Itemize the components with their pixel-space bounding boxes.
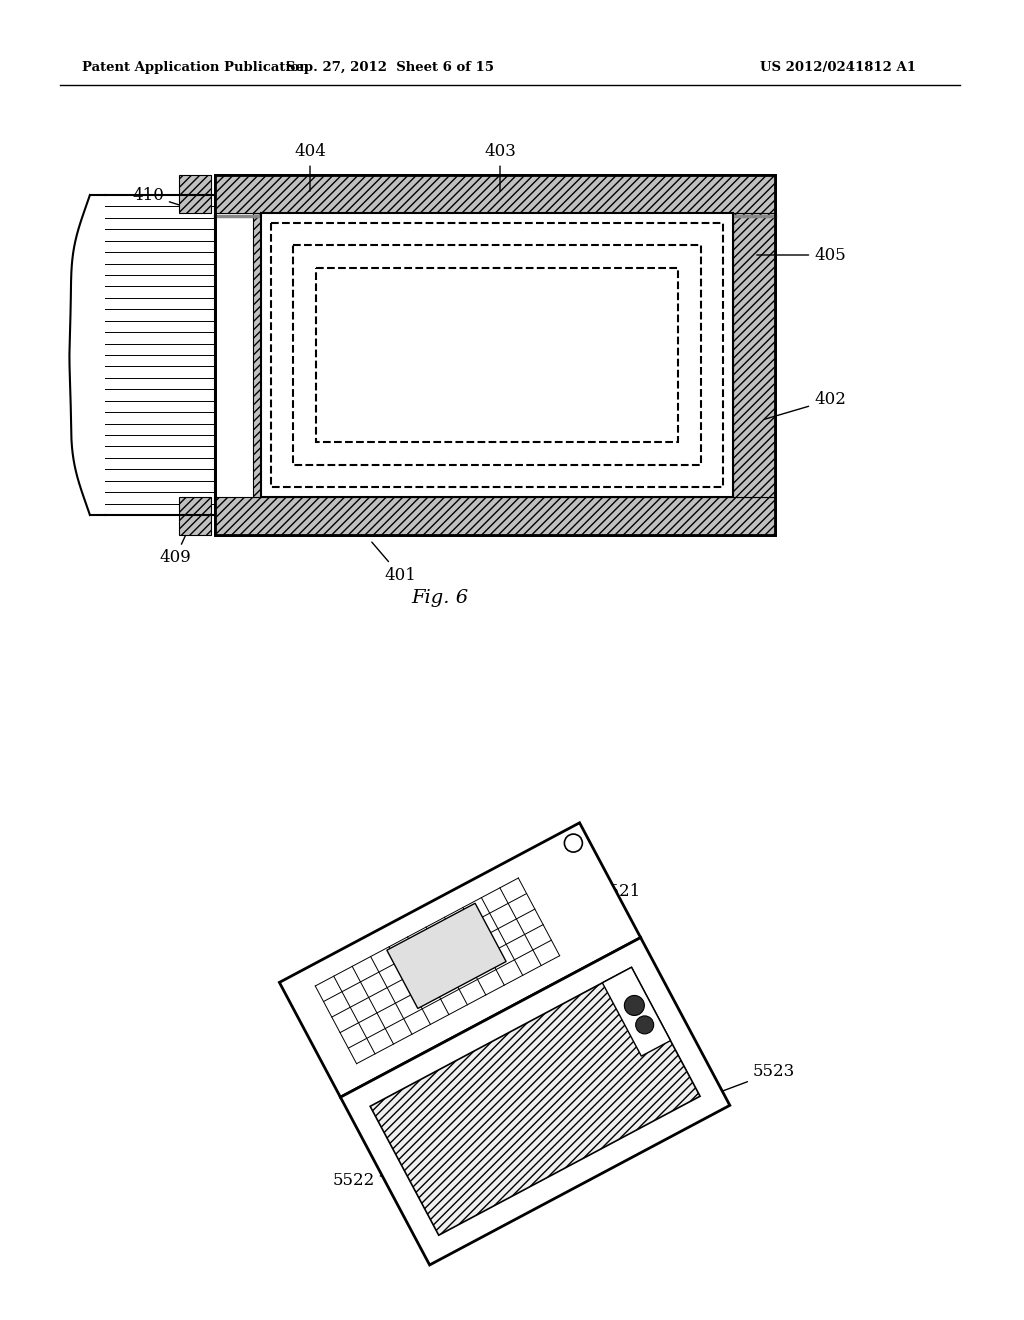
Text: 5524: 5524 (367, 1002, 445, 1059)
Circle shape (625, 995, 644, 1015)
Text: 5521: 5521 (571, 846, 640, 900)
Polygon shape (261, 213, 733, 498)
Polygon shape (215, 176, 775, 535)
Text: Fig. 7: Fig. 7 (431, 1176, 488, 1195)
Polygon shape (215, 176, 775, 213)
Polygon shape (179, 498, 211, 535)
Polygon shape (340, 937, 730, 1265)
Polygon shape (370, 968, 700, 1236)
Text: US 2012/0241812 A1: US 2012/0241812 A1 (760, 62, 916, 74)
Text: Patent Application Publication: Patent Application Publication (82, 62, 309, 74)
Polygon shape (100, 195, 215, 515)
Polygon shape (280, 822, 641, 1097)
Text: 404: 404 (294, 144, 326, 191)
Polygon shape (215, 498, 775, 535)
Text: 5523: 5523 (696, 1064, 795, 1101)
Text: 403: 403 (484, 144, 516, 191)
Circle shape (564, 834, 583, 853)
Polygon shape (387, 903, 506, 1008)
Text: 402: 402 (765, 392, 846, 420)
Text: Fig. 6: Fig. 6 (412, 589, 469, 607)
Polygon shape (602, 968, 671, 1056)
Text: 401: 401 (372, 543, 416, 583)
Polygon shape (179, 176, 211, 213)
Polygon shape (733, 213, 775, 498)
Polygon shape (316, 268, 678, 442)
Text: 410: 410 (132, 186, 193, 209)
Text: 5522: 5522 (333, 1167, 431, 1189)
Text: 405: 405 (757, 247, 846, 264)
Circle shape (636, 1016, 653, 1034)
Polygon shape (253, 213, 261, 498)
Text: Sep. 27, 2012  Sheet 6 of 15: Sep. 27, 2012 Sheet 6 of 15 (286, 62, 494, 74)
Text: 409: 409 (159, 517, 194, 566)
